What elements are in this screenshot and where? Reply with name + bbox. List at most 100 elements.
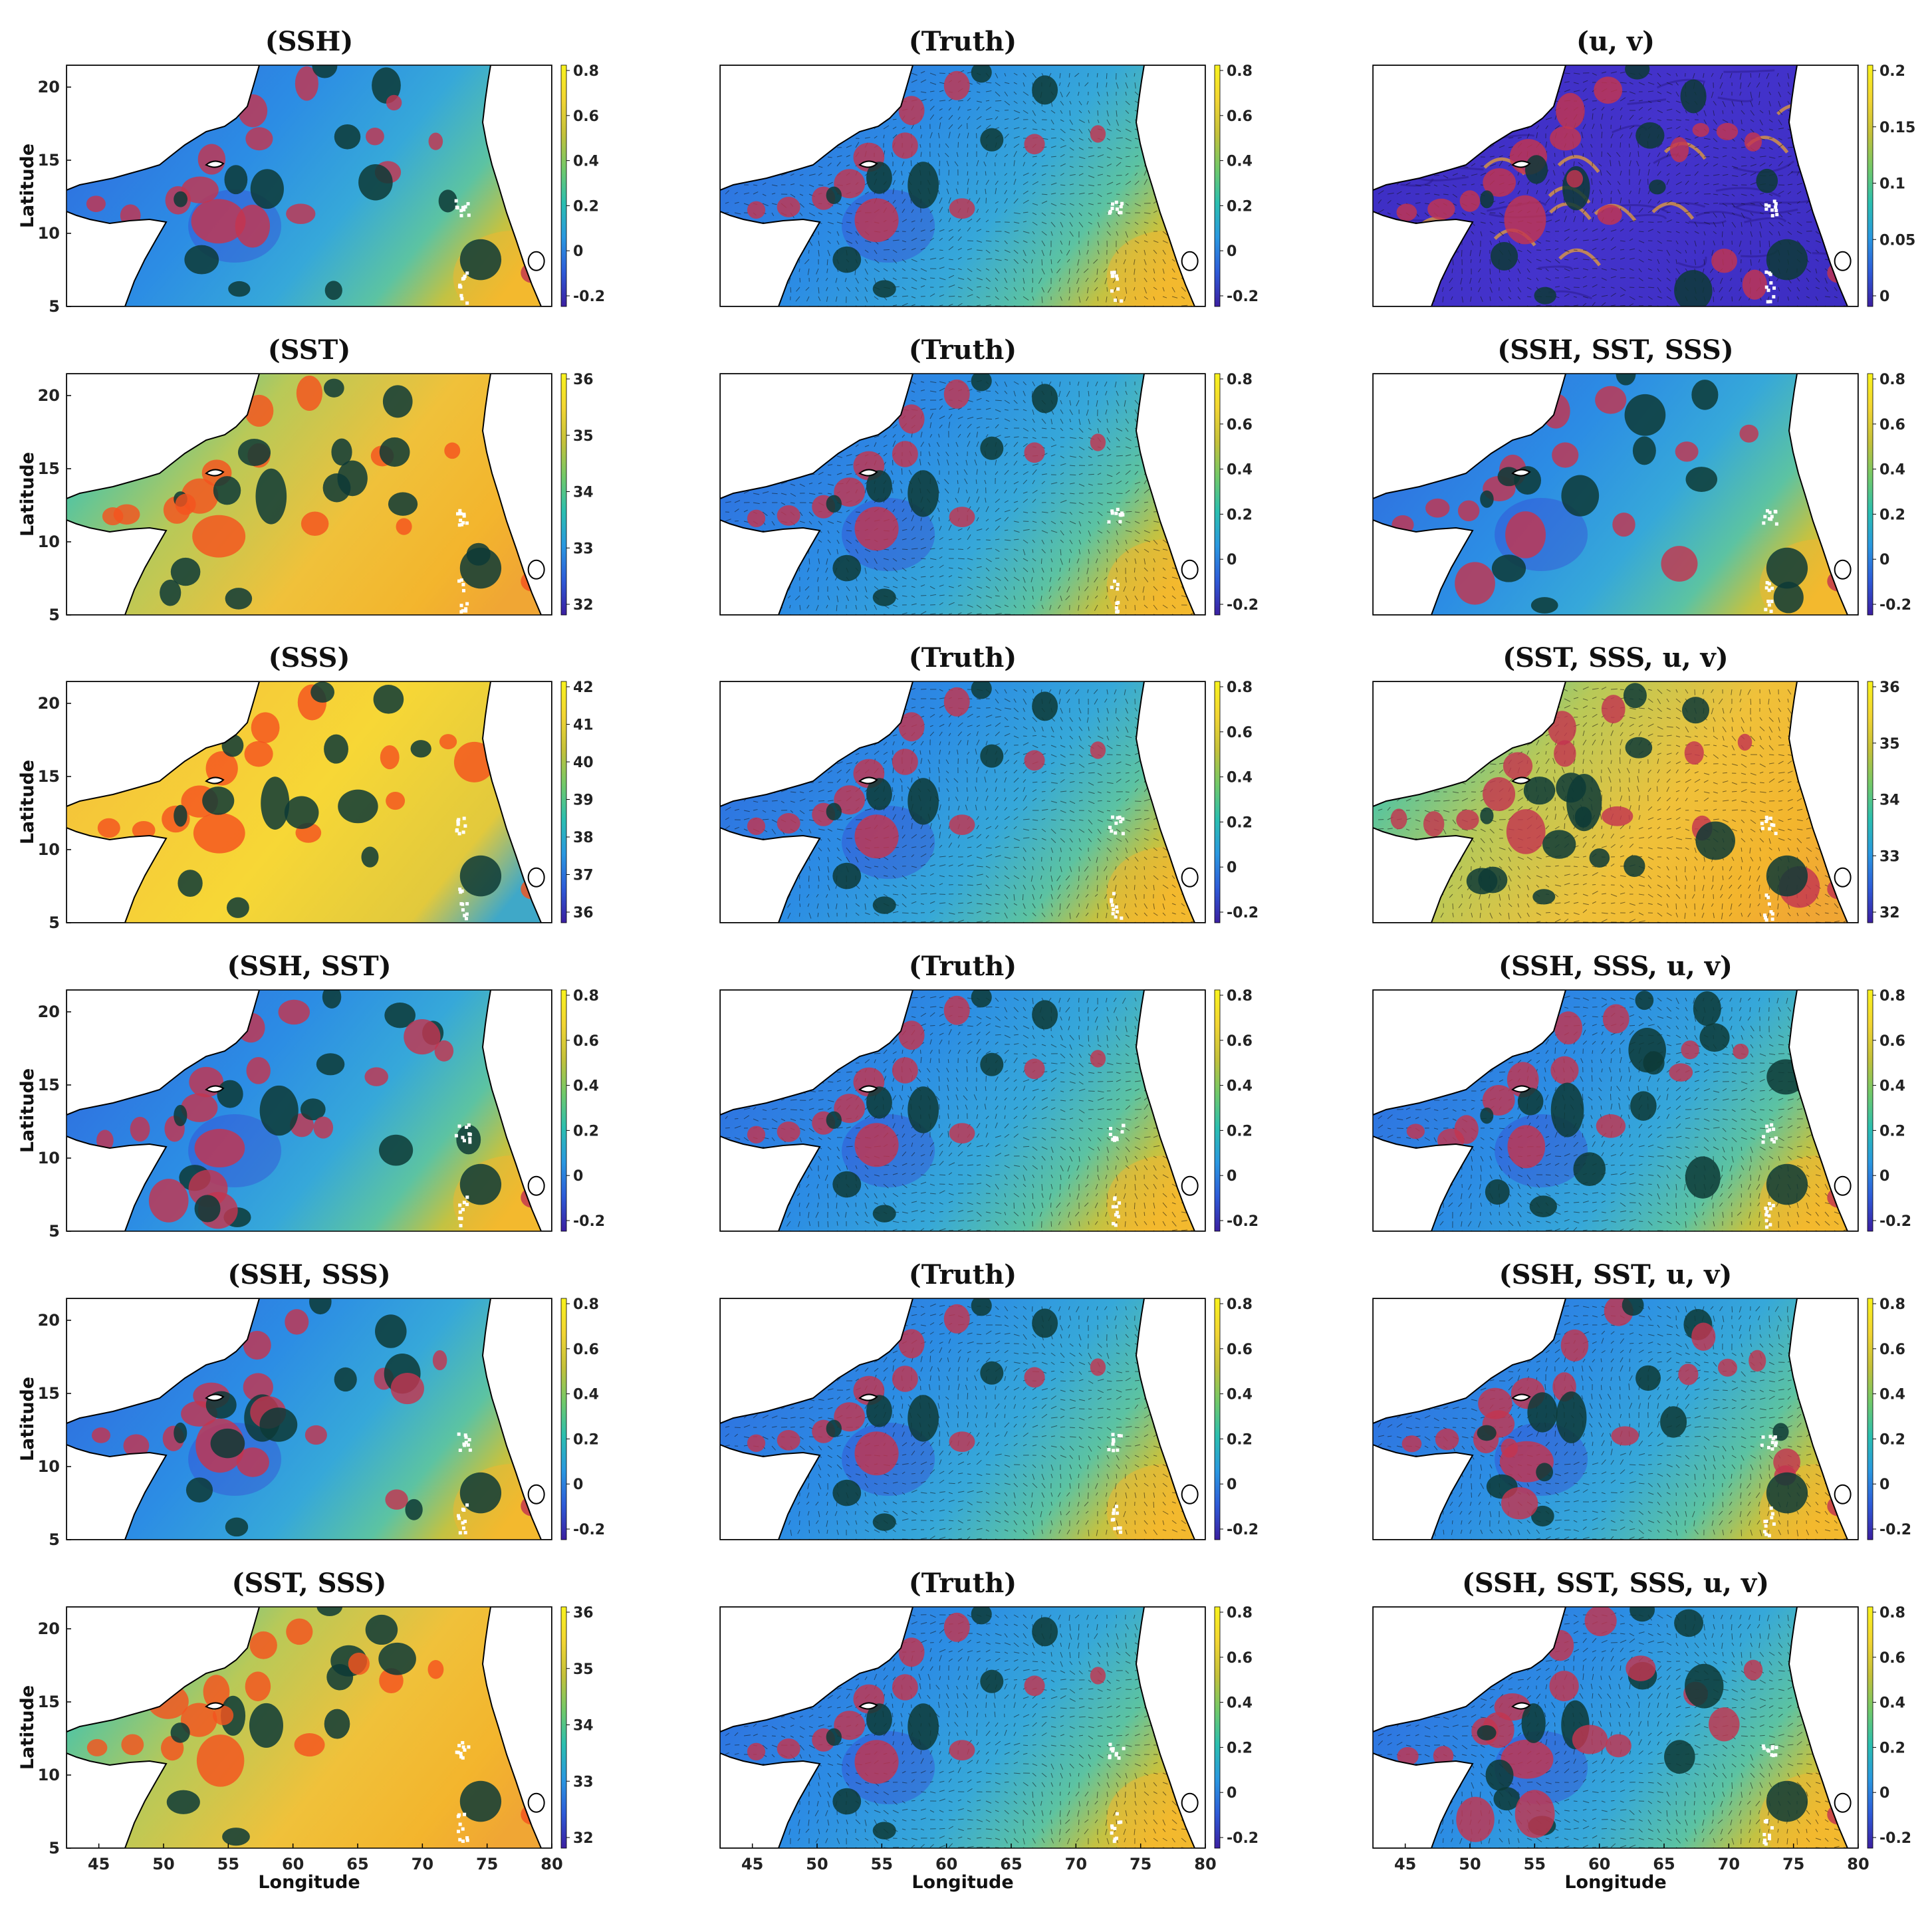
cyclonic-eddy bbox=[949, 1123, 975, 1143]
anticyclonic-eddy bbox=[174, 1422, 187, 1444]
cyclonic-eddy bbox=[191, 199, 246, 244]
lat-tick-label: 5 bbox=[49, 606, 60, 624]
cyclonic-eddy bbox=[1024, 1675, 1045, 1697]
anticyclonic-eddy bbox=[160, 579, 181, 606]
axes-frame bbox=[1372, 989, 1859, 1232]
anticyclonic-eddy bbox=[872, 1205, 896, 1223]
axes-frame bbox=[66, 1298, 552, 1540]
cyclonic-eddy bbox=[97, 818, 120, 838]
map-panel: (SSH) 20 15 10 5 Latitude 0.8 0.6 0.4 0.2 0 -0.2 bbox=[17, 26, 605, 316]
anticyclonic-eddy bbox=[907, 1395, 939, 1442]
colorbar-tick-label: 0.6 bbox=[573, 1033, 599, 1050]
anticyclonic-eddy bbox=[309, 1298, 332, 1315]
colorbar-tick-label: 0.6 bbox=[1879, 417, 1905, 433]
map-panel: (SSH, SST, u, v) 0.8 0.6 0.4 0.2 0 -0.2 bbox=[1372, 1259, 1911, 1540]
anticyclonic-eddy bbox=[405, 1498, 423, 1520]
map-panel: (Truth) 0.8 0.6 0.4 0.2 0 -0.2 bbox=[719, 334, 1259, 616]
colorbar-tick-label: -0.2 bbox=[1227, 289, 1259, 305]
anticyclonic-eddy bbox=[1625, 737, 1653, 759]
cyclonic-eddy bbox=[1675, 441, 1699, 462]
colorbar-tick-label: -0.2 bbox=[1879, 1213, 1911, 1230]
colorbar-tick-label: 0.4 bbox=[1227, 1387, 1253, 1403]
colorbar-tick-label: 0 bbox=[1227, 1168, 1237, 1185]
colorbar-tick-label: 0 bbox=[1879, 289, 1889, 305]
cyclonic-eddy bbox=[243, 1330, 271, 1360]
colorbar-tick-label: 0.8 bbox=[1879, 372, 1905, 388]
colorbar-tick-label: 36 bbox=[573, 1605, 594, 1621]
anticyclonic-eddy bbox=[174, 191, 188, 207]
anticyclonic-eddy bbox=[1536, 1463, 1554, 1482]
cyclonic-eddy bbox=[1733, 1043, 1749, 1060]
anticyclonic-eddy bbox=[300, 1098, 326, 1121]
colorbar-tick-label: -0.2 bbox=[1879, 597, 1911, 614]
cyclonic-eddy bbox=[777, 505, 800, 526]
anticyclonic-eddy bbox=[1766, 1472, 1808, 1514]
cyclonic-eddy bbox=[834, 169, 866, 199]
anticyclonic-eddy bbox=[1032, 1617, 1058, 1647]
colorbar-tick-label: 39 bbox=[573, 792, 594, 809]
anticyclonic-eddy bbox=[1616, 374, 1636, 386]
lon-tick-label: 65 bbox=[346, 1855, 368, 1873]
land-mask bbox=[720, 1607, 1205, 1848]
cyclonic-eddy bbox=[1743, 1659, 1763, 1681]
anticyclonic-eddy bbox=[358, 164, 393, 201]
axes-frame bbox=[719, 989, 1206, 1232]
anticyclonic-eddy bbox=[980, 1361, 1004, 1385]
cyclonic-eddy bbox=[1602, 1004, 1630, 1034]
y-axis-label: Latitude bbox=[17, 144, 38, 228]
cyclonic-eddy bbox=[1709, 1707, 1740, 1742]
colorbar-tick-label: 0.15 bbox=[1879, 120, 1915, 136]
anticyclonic-eddy bbox=[907, 162, 939, 209]
cyclonic-eddy bbox=[296, 376, 323, 411]
anticyclonic-eddy bbox=[1032, 691, 1058, 721]
map-panel: (u, v) 0.2 0.15 0.1 0.05 0 bbox=[1372, 26, 1915, 307]
cyclonic-eddy bbox=[444, 442, 461, 459]
anticyclonic-eddy bbox=[907, 470, 939, 517]
cyclonic-eddy bbox=[834, 1402, 866, 1432]
anticyclonic-eddy bbox=[1699, 1023, 1730, 1052]
anticyclonic-eddy bbox=[826, 802, 842, 820]
colorbar: 0.8 0.6 0.4 0.2 0 -0.2 bbox=[1867, 1296, 1911, 1540]
colorbar-tick-label: 0.4 bbox=[573, 1387, 599, 1403]
cyclonic-eddy bbox=[1560, 1329, 1589, 1362]
anticyclonic-eddy bbox=[1032, 1000, 1058, 1030]
cyclonic-eddy bbox=[427, 1660, 444, 1679]
anticyclonic-eddy bbox=[980, 1669, 1004, 1693]
cyclonic-eddy bbox=[428, 132, 443, 150]
anticyclonic-eddy bbox=[438, 189, 457, 213]
anticyclonic-eddy bbox=[213, 476, 241, 505]
anticyclonic-eddy bbox=[222, 1828, 250, 1846]
cyclonic-eddy bbox=[175, 493, 196, 515]
anticyclonic-eddy bbox=[459, 1472, 502, 1514]
panel-title: (SSH, SST) bbox=[227, 951, 391, 982]
cyclonic-eddy bbox=[348, 1652, 370, 1675]
cyclonic-eddy bbox=[892, 1674, 918, 1701]
cyclonic-eddy bbox=[1595, 386, 1627, 414]
anticyclonic-eddy bbox=[459, 1163, 502, 1205]
anticyclonic-eddy bbox=[324, 734, 348, 764]
colorbar-tick-label: 0 bbox=[1879, 1477, 1889, 1493]
cyclonic-eddy bbox=[1406, 1124, 1425, 1139]
anticyclonic-eddy bbox=[1490, 242, 1518, 271]
anticyclonic-eddy bbox=[410, 740, 431, 758]
anticyclonic-eddy bbox=[384, 1003, 416, 1028]
y-axis-label: Latitude bbox=[17, 760, 38, 844]
colorbar: 42 41 40 39 38 37 36 bbox=[560, 679, 594, 923]
anticyclonic-eddy bbox=[872, 588, 896, 606]
colorbar-tick-label: -0.2 bbox=[573, 289, 605, 305]
anticyclonic-eddy bbox=[826, 186, 842, 204]
cyclonic-eddy bbox=[181, 176, 219, 203]
colorbar-tick-label: 0.8 bbox=[573, 988, 599, 1005]
cyclonic-eddy bbox=[404, 1018, 441, 1055]
cyclonic-eddy bbox=[132, 820, 156, 840]
anticyclonic-eddy bbox=[379, 437, 410, 467]
lat-tick-label: 5 bbox=[49, 297, 60, 316]
panel-title: (SSH, SST, u, v) bbox=[1499, 1259, 1733, 1290]
lon-tick-label: 50 bbox=[152, 1855, 174, 1873]
anticyclonic-eddy bbox=[832, 554, 862, 582]
cyclonic-eddy bbox=[181, 1093, 218, 1122]
colorbar: 36 35 34 33 32 bbox=[1867, 679, 1900, 923]
anticyclonic-eddy bbox=[331, 438, 352, 466]
colorbar-tick-label: 0 bbox=[1227, 243, 1237, 260]
colorbar: 0.8 0.6 0.4 0.2 0 -0.2 bbox=[560, 63, 605, 307]
